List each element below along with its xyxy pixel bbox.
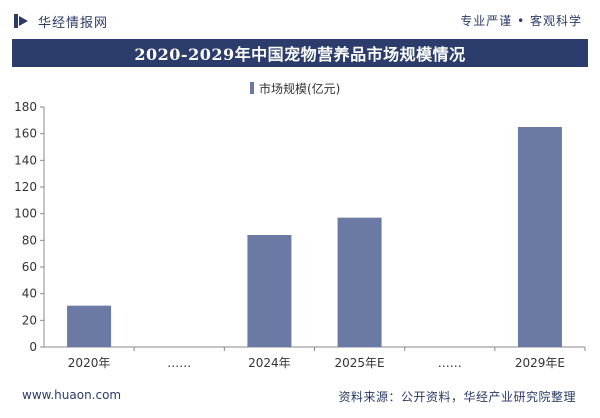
y-tick-label: 80: [22, 233, 37, 247]
chart-title: 2020-2029年中国宠物营养品市场规模情况: [12, 39, 588, 67]
x-tick-label: ……: [438, 356, 462, 370]
y-tick-label: 0: [29, 340, 37, 354]
data-source: 资料来源：公开资料，华经产业研究院整理: [338, 390, 576, 404]
y-tick-label: 140: [14, 153, 37, 167]
website-link[interactable]: www.huaon.com: [22, 388, 122, 402]
bar: [247, 235, 292, 347]
x-tick-label: 2029年E: [515, 356, 565, 370]
x-tick-label: 2025年E: [335, 356, 385, 370]
y-tick-label: 60: [22, 260, 37, 274]
bar: [517, 127, 562, 347]
legend-swatch: [250, 82, 254, 94]
y-tick-label: 120: [14, 180, 37, 194]
x-tick-label: ……: [167, 356, 191, 370]
legend: 市场规模(亿元): [250, 80, 340, 96]
bar: [337, 217, 382, 347]
y-tick-label: 100: [14, 207, 37, 221]
x-tick-label: 2020年: [68, 356, 111, 370]
bar-logo-icon: [14, 14, 28, 28]
slogan: 专业严谨 • 客观科学: [460, 14, 582, 28]
brand-name: 华经情报网: [38, 16, 109, 31]
y-tick-label: 20: [22, 313, 37, 327]
bar: [67, 305, 112, 347]
y-tick-label: 160: [14, 127, 37, 141]
legend-label: 市场规模(亿元): [259, 81, 341, 96]
y-tick-label: 180: [14, 100, 37, 114]
header-bar: 华经情报网 专业严谨 • 客观科学: [0, 0, 600, 36]
y-tick-label: 40: [22, 287, 37, 301]
x-tick-label: 2024年: [248, 356, 291, 370]
